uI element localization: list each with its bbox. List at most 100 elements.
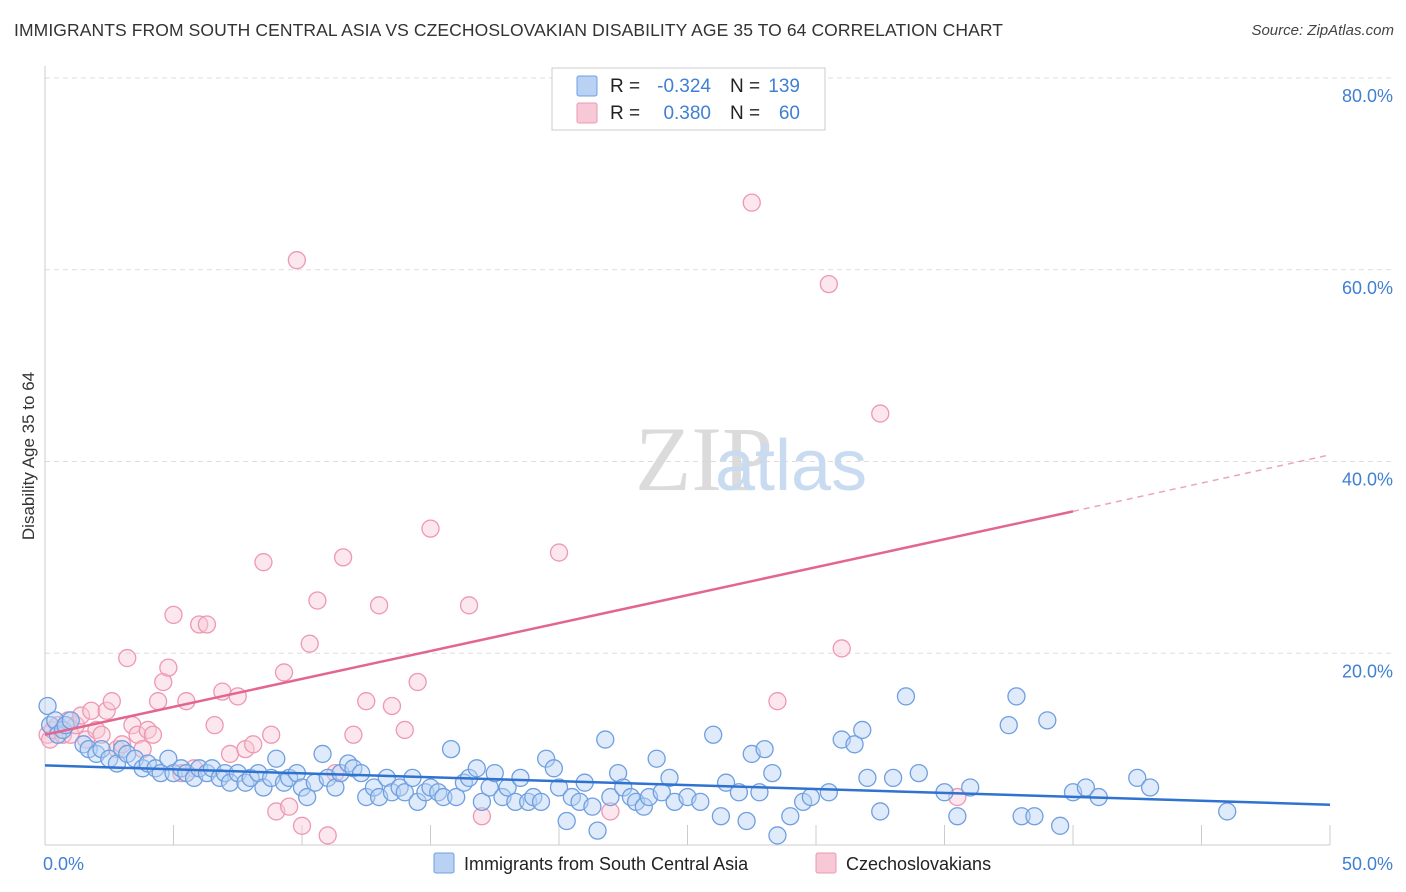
legend-swatch-blue — [576, 75, 598, 97]
data-point — [763, 763, 782, 783]
data-point — [254, 553, 273, 572]
data-point — [177, 692, 196, 711]
data-point — [909, 763, 928, 783]
data-point — [333, 548, 353, 567]
data-point — [61, 711, 80, 730]
legend-label-south-central-asia: Immigrants from South Central Asia — [464, 854, 749, 874]
data-point — [92, 725, 111, 744]
data-point — [704, 725, 723, 744]
grid-lines — [45, 77, 1392, 654]
y-tick-label: 20.0% — [1342, 661, 1393, 681]
trend-line-blue — [44, 764, 1331, 806]
data-point — [262, 725, 281, 744]
data-point — [97, 701, 116, 720]
data-point — [467, 759, 486, 778]
data-point — [531, 792, 551, 812]
trend-line-extension-pink — [1072, 454, 1331, 513]
data-point — [1025, 807, 1044, 826]
data-point — [537, 749, 556, 768]
data-point — [871, 404, 890, 423]
source-label: Source: ZipAtlas.com — [1251, 22, 1394, 39]
series-legend: Immigrants from South Central Asia Czech… — [433, 852, 991, 874]
data-point — [287, 251, 307, 270]
data-point — [544, 759, 564, 778]
data-point — [742, 193, 761, 212]
data-point — [143, 725, 163, 744]
data-point — [485, 763, 504, 783]
data-point — [819, 783, 838, 802]
data-point — [159, 658, 178, 677]
y-tick-label: 60.0% — [1342, 278, 1393, 298]
data-point — [961, 778, 980, 797]
x-tick-labels: 0.0% 50.0% — [43, 854, 1393, 874]
data-point — [608, 763, 628, 783]
legend-r-value-pink: 0.380 — [663, 103, 711, 124]
data-point — [102, 692, 121, 711]
trend-lines — [44, 454, 1331, 806]
watermark: ZIP atlas — [635, 408, 867, 510]
data-point — [583, 797, 602, 816]
data-point — [82, 701, 101, 720]
data-point — [999, 716, 1018, 735]
data-point — [267, 749, 286, 768]
data-point — [647, 749, 666, 768]
data-point — [1012, 807, 1031, 826]
data-point — [369, 596, 389, 615]
watermark-atlas: atlas — [715, 426, 867, 506]
data-point — [154, 672, 173, 692]
data-point — [326, 778, 345, 797]
legend-r-label: R = — [610, 76, 640, 97]
data-point — [421, 519, 440, 538]
data-point — [357, 787, 376, 807]
data-point — [441, 739, 461, 759]
data-point — [205, 716, 224, 735]
legend-n-label: N = — [730, 103, 760, 124]
data-point — [148, 692, 168, 711]
data-point — [71, 706, 91, 725]
data-point — [197, 615, 217, 634]
y-tick-labels: 20.0% 40.0% 60.0% 80.0% — [1342, 86, 1393, 681]
data-point — [92, 739, 111, 759]
data-point — [853, 720, 872, 740]
data-point — [819, 274, 838, 294]
data-point — [511, 768, 530, 788]
legend-swatch-south-central-asia — [433, 852, 455, 874]
data-point — [549, 543, 569, 562]
data-point — [377, 768, 396, 788]
y-tick-label: 40.0% — [1342, 470, 1393, 490]
legend-label-czechoslovakians: Czechoslovakians — [846, 854, 991, 874]
data-point — [845, 735, 864, 754]
data-point — [313, 744, 332, 764]
data-point — [395, 720, 414, 740]
data-point — [1051, 816, 1070, 835]
data-point — [254, 778, 273, 797]
data-point — [459, 596, 479, 615]
data-point — [244, 735, 263, 754]
chart-title: IMMIGRANTS FROM SOUTH CENTRAL ASIA VS CZ… — [14, 20, 1004, 40]
data-point — [128, 725, 147, 744]
data-point — [215, 763, 235, 783]
legend-r-value-blue: -0.324 — [657, 76, 711, 97]
x-tick-label: 0.0% — [43, 854, 84, 874]
data-point — [279, 797, 299, 816]
data-point — [1140, 778, 1160, 797]
series-czechoslovakians-points — [38, 193, 967, 845]
data-point — [711, 807, 731, 826]
data-point — [660, 768, 679, 788]
legend-n-label: N = — [730, 76, 760, 97]
legend-n-value-pink: 60 — [779, 103, 800, 124]
legend-r-label: R = — [610, 103, 640, 124]
data-point — [557, 811, 576, 831]
axes — [44, 66, 1331, 846]
data-point — [351, 763, 371, 783]
data-point — [549, 778, 569, 797]
data-point — [755, 739, 774, 759]
data-point — [801, 787, 821, 807]
legend-n-value-blue: 139 — [768, 76, 800, 97]
data-point — [871, 802, 890, 821]
data-point — [1128, 768, 1147, 788]
data-point — [159, 749, 178, 768]
y-tick-label: 80.0% — [1342, 86, 1393, 106]
data-point — [344, 725, 363, 744]
data-point — [506, 792, 525, 812]
